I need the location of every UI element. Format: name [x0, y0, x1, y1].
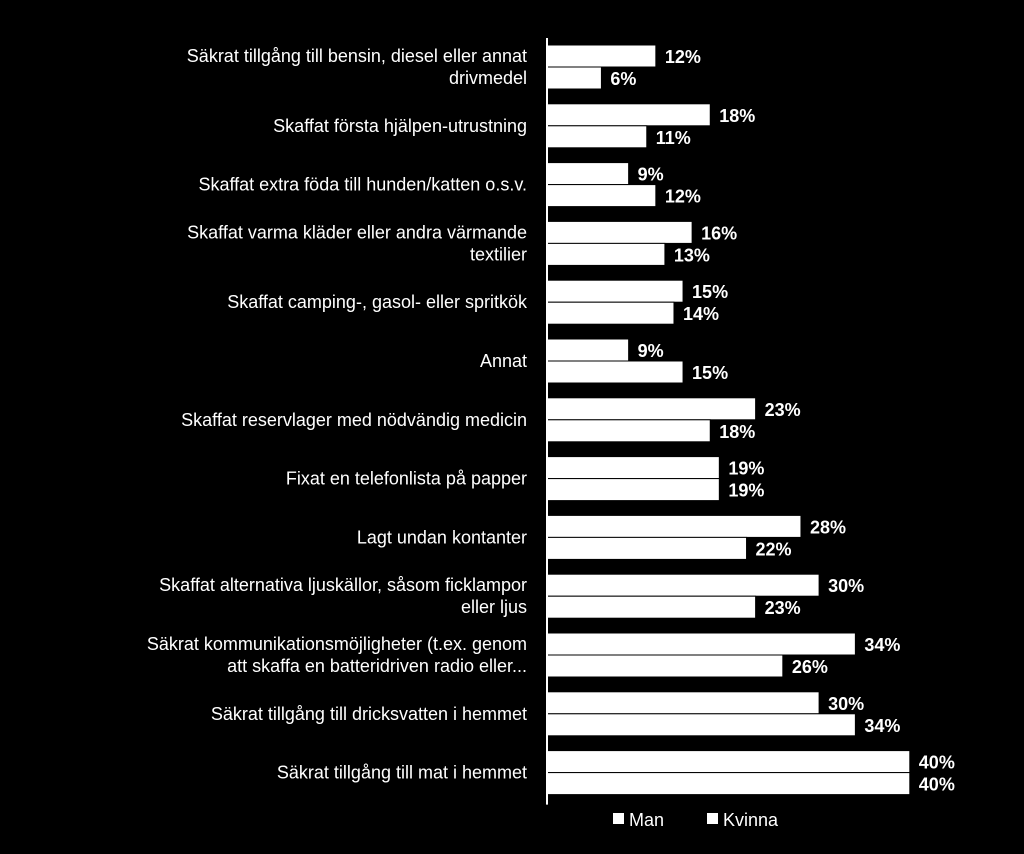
- bar-kvinna: [546, 478, 720, 502]
- category-label: Säkrat tillgång till mat i hemmet: [277, 763, 527, 783]
- category-label: Skaffat första hjälpen-utrustning: [273, 116, 527, 136]
- bar-man: [546, 750, 911, 774]
- value-label-kvinna: 12%: [665, 187, 701, 207]
- value-label-man: 9%: [638, 165, 664, 185]
- value-label-man: 18%: [719, 106, 755, 126]
- category-label: Säkrat tillgång till dricksvatten i hemm…: [211, 704, 527, 724]
- bar-kvinna: [546, 301, 675, 325]
- legend-label-man: Man: [629, 810, 664, 830]
- bar-man: [546, 162, 630, 186]
- legend-swatch-kvinna: [707, 813, 718, 824]
- category-label-line: Säkrat kommunikationsmöjligheter (t.ex. …: [147, 634, 527, 654]
- value-label-kvinna: 6%: [610, 69, 636, 89]
- bar-kvinna: [546, 713, 856, 737]
- value-label-man: 9%: [638, 341, 664, 361]
- category-label: Lagt undan kontanter: [357, 527, 527, 547]
- bar-man: [546, 514, 802, 538]
- value-label-man: 12%: [665, 47, 701, 67]
- category-label-line: Fixat en telefonlista på papper: [286, 469, 527, 489]
- category-label: Skaffat varma kläder eller andra värmand…: [187, 222, 527, 264]
- bar-kvinna: [546, 125, 648, 149]
- category-label-line: eller ljus: [461, 597, 527, 617]
- bar-kvinna: [546, 772, 911, 796]
- value-label-kvinna: 11%: [656, 128, 691, 148]
- value-label-man: 19%: [728, 459, 764, 479]
- bar-kvinna: [546, 419, 711, 443]
- value-label-man: 34%: [864, 635, 900, 655]
- legend: Man Kvinna: [613, 810, 779, 830]
- legend-label-kvinna: Kvinna: [723, 810, 779, 830]
- category-label: Fixat en telefonlista på papper: [286, 469, 527, 489]
- value-label-man: 23%: [765, 400, 801, 420]
- category-label: Säkrat kommunikationsmöjligheter (t.ex. …: [147, 634, 527, 676]
- category-label-line: Lagt undan kontanter: [357, 527, 527, 547]
- value-label-kvinna: 40%: [919, 775, 955, 795]
- category-label: Skaffat extra föda till hunden/katten o.…: [198, 175, 527, 195]
- bar-man: [546, 44, 657, 68]
- bar-kvinna: [546, 242, 666, 266]
- value-label-man: 40%: [919, 753, 955, 773]
- value-label-kvinna: 13%: [674, 245, 710, 265]
- category-label-line: Säkrat tillgång till mat i hemmet: [277, 763, 527, 783]
- bar-man: [546, 456, 720, 480]
- value-label-kvinna: 26%: [792, 657, 828, 677]
- bar-man: [546, 338, 630, 362]
- category-label-line: Skaffat camping-, gasol- eller spritkök: [227, 292, 528, 312]
- bar-man: [546, 279, 684, 303]
- category-label-line: Skaffat extra föda till hunden/katten o.…: [198, 175, 527, 195]
- bar-kvinna: [546, 360, 684, 384]
- bar-kvinna: [546, 66, 602, 90]
- value-label-man: 30%: [828, 694, 864, 714]
- category-label: Skaffat camping-, gasol- eller spritkök: [227, 292, 528, 312]
- bar-kvinna: [546, 184, 657, 208]
- value-label-man: 28%: [810, 517, 846, 537]
- bar-kvinna: [546, 595, 757, 619]
- bar-kvinna: [546, 654, 784, 678]
- category-label-line: Skaffat reservlager med nödvändig medici…: [181, 410, 527, 430]
- value-labels: 12%6%18%11%9%12%16%13%15%14%9%15%23%18%1…: [610, 47, 954, 795]
- value-label-man: 16%: [701, 223, 737, 243]
- bars: [546, 44, 911, 796]
- category-label: Skaffat alternativa ljuskällor, såsom fi…: [159, 575, 527, 617]
- value-label-man: 30%: [828, 576, 864, 596]
- value-label-kvinna: 23%: [765, 598, 801, 618]
- category-label-line: Skaffat varma kläder eller andra värmand…: [187, 222, 527, 242]
- category-label-line: Säkrat tillgång till dricksvatten i hemm…: [211, 704, 527, 724]
- value-label-kvinna: 19%: [728, 481, 764, 501]
- value-label-man: 15%: [692, 282, 728, 302]
- bar-man: [546, 397, 757, 421]
- value-label-kvinna: 22%: [756, 539, 792, 559]
- bar-man: [546, 573, 820, 597]
- category-label-line: Annat: [480, 351, 527, 371]
- bar-man: [546, 632, 856, 656]
- category-label-line: att skaffa en batteridriven radio eller.…: [227, 656, 527, 676]
- category-label-line: textilier: [470, 244, 527, 264]
- category-label: Säkrat tillgång till bensin, diesel elle…: [187, 46, 527, 88]
- value-label-kvinna: 18%: [719, 422, 755, 442]
- value-label-kvinna: 14%: [683, 304, 719, 324]
- category-label-line: Skaffat första hjälpen-utrustning: [273, 116, 527, 136]
- category-label-line: Säkrat tillgång till bensin, diesel elle…: [187, 46, 527, 66]
- bar-man: [546, 103, 711, 127]
- category-labels: Säkrat tillgång till bensin, diesel elle…: [147, 46, 528, 783]
- legend-swatch-man: [613, 813, 624, 824]
- category-label-line: Skaffat alternativa ljuskällor, såsom fi…: [159, 575, 527, 595]
- value-label-kvinna: 34%: [864, 716, 900, 736]
- category-label: Skaffat reservlager med nödvändig medici…: [181, 410, 527, 430]
- value-label-kvinna: 15%: [692, 363, 728, 383]
- bar-man: [546, 691, 820, 715]
- bar-kvinna: [546, 536, 748, 560]
- bar-man: [546, 220, 693, 244]
- category-label: Annat: [480, 351, 527, 371]
- category-label-line: drivmedel: [449, 68, 527, 88]
